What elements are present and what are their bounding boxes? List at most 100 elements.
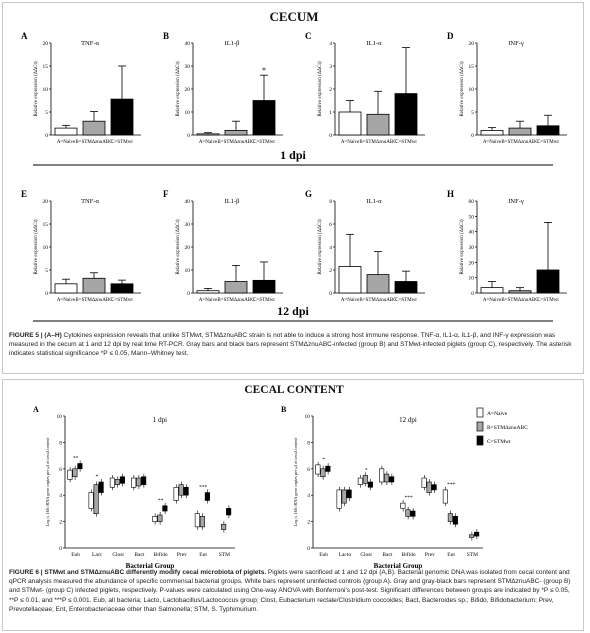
x-tick-label: STM (219, 552, 230, 558)
y-tick-label: 2 (329, 87, 332, 93)
x-tick-label: B=STMΔznuABC (501, 298, 539, 303)
box-B-1-2 (346, 489, 352, 499)
panel-title: 12 dpi (399, 416, 417, 424)
y-tick-label: 3 (329, 64, 332, 70)
bar-A-1 (82, 120, 106, 136)
panel-label-B: B (163, 31, 169, 41)
box-A-4-2 (162, 505, 168, 512)
panel-label-C: C (305, 31, 312, 41)
box-A-7-2 (226, 508, 232, 516)
panel-label-B: B (281, 405, 287, 414)
x-tick-label: B=STMΔznuABC (501, 140, 539, 145)
bar-D-0 (480, 130, 504, 136)
figure-6: CECAL CONTENT A 1 dpi 0 2 4 6 8 10 Log n. 16S rR… (2, 379, 584, 631)
y-tick-label: 30 (185, 64, 191, 70)
y-tick-label: 5 (45, 110, 48, 116)
y-axis-label: Relative expression (ΔΔCt) (176, 219, 181, 274)
panel-label-E: E (21, 189, 27, 199)
y-tick-label: 8 (59, 440, 62, 446)
bar-A-2 (110, 98, 134, 136)
y-tick-label: 15 (469, 64, 475, 70)
figure-5: CECUM A TNF-α 0 5 10 15 20 Relative expression … (2, 2, 584, 374)
box-B-3-2 (389, 476, 395, 483)
x-tick-label: B=STMΔznuABC (75, 140, 113, 145)
panel-title-B: IL1-β (225, 40, 241, 47)
fig6-legend: A=Naive B=STMΔznuABC C=STMwt (476, 407, 528, 446)
bar-panel-G: G IL1-α 0 2 4 6 8 Relative expression (ΔΔCt) A=N… (305, 189, 425, 303)
box-B-0-2 (325, 465, 331, 472)
box-A-2-1 (114, 479, 120, 485)
box-B-0-0 (315, 464, 321, 475)
box-A-0-1 (72, 468, 78, 478)
significance-marker: * (322, 457, 325, 463)
bar-E-2 (110, 283, 134, 294)
box-B-5-2 (431, 484, 437, 491)
y-tick-label: 6 (59, 467, 62, 473)
y-tick-label: 20 (469, 260, 475, 266)
y-tick-label: 0 (187, 291, 190, 297)
bar-panel-C: C IL1-α 0 1 2 3 4 Relative expression (ΔΔCt) A=N… (305, 31, 425, 145)
significance-marker: ** (73, 456, 79, 462)
bar-C-2 (394, 93, 418, 136)
significance-asterisk: * (262, 66, 266, 75)
significance-marker: * (96, 474, 99, 480)
x-tick-label: Bact (134, 552, 145, 558)
x-tick-label: Prev (425, 552, 435, 558)
y-tick-label: 10 (43, 245, 49, 251)
x-tick-label: C=STMwt (253, 298, 275, 303)
y-tick-label: 4 (329, 41, 332, 47)
bar-E-1 (82, 277, 106, 294)
bar-H-2 (536, 269, 560, 294)
x-tick-label: Clost (112, 552, 124, 558)
legend-label: C=STMwt (487, 439, 511, 445)
y-axis-label: Log n. 16S rRNA gene copies per μl of ce… (45, 437, 50, 526)
y-tick-label: 0 (59, 546, 62, 552)
y-tick-label: 0 (471, 291, 474, 297)
y-tick-label: 30 (469, 245, 475, 251)
x-tick-label: Ent (447, 552, 455, 558)
y-axis-label: Log n. 16S rRNA gene copies per μl of ce… (293, 437, 298, 526)
box-B-2-1 (362, 475, 368, 484)
box-B-2-0 (357, 477, 363, 485)
y-tick-label: 40 (469, 230, 475, 236)
y-tick-label: 0 (307, 546, 310, 552)
x-tick-label: C=STMwt (395, 140, 417, 145)
box-A-0-2 (77, 463, 83, 470)
box-B-0-1 (320, 468, 326, 478)
bar-G-0 (338, 266, 362, 294)
bar-A-0 (54, 127, 78, 136)
x-tick-label: B=STMΔznuABC (359, 298, 397, 303)
box-B-5-0 (421, 477, 427, 488)
x-tick-label: A=Naive (199, 298, 218, 303)
y-tick-label: 4 (59, 493, 62, 499)
bar-panel-B: B IL1-β 0 10 20 30 40 Relative expression (ΔΔCt… (163, 31, 283, 145)
bar-B-1 (224, 130, 248, 136)
x-tick-label: A=Naive (483, 140, 502, 145)
fig6-caption-text: Piglets were sacrificed at 1 and 12 dpi … (9, 569, 571, 613)
panel-label-G: G (305, 189, 312, 199)
bar-C-0 (338, 111, 362, 136)
y-tick-label: 0 (329, 133, 332, 139)
y-tick-label: 1 (329, 110, 332, 116)
y-tick-label: 0 (471, 133, 474, 139)
y-tick-label: 60 (469, 199, 475, 205)
x-tick-label: Eub (319, 552, 328, 558)
y-tick-label: 6 (329, 222, 332, 228)
box-A-2-0 (109, 477, 115, 488)
box-B-4-2 (410, 510, 416, 517)
fig6-section-title: CECAL CONTENT (244, 384, 344, 396)
bar-panel-H: H INF-γ 0 10 20 30 40 50 60 Relative expression (… (447, 189, 567, 303)
bar-H-1 (508, 290, 532, 294)
box-B-4-1 (405, 509, 411, 517)
x-axis-label: Bacterial Group (374, 562, 423, 570)
y-tick-label: 20 (469, 41, 475, 47)
bar-B-2 (252, 100, 276, 136)
y-tick-label: 0 (45, 133, 48, 139)
box-B-7-1 (469, 534, 475, 538)
y-tick-label: 2 (307, 520, 310, 526)
box-A-6-1 (199, 516, 205, 528)
y-tick-label: 0 (187, 133, 190, 139)
y-tick-label: 10 (57, 414, 63, 420)
box-A-1-2 (98, 481, 104, 493)
